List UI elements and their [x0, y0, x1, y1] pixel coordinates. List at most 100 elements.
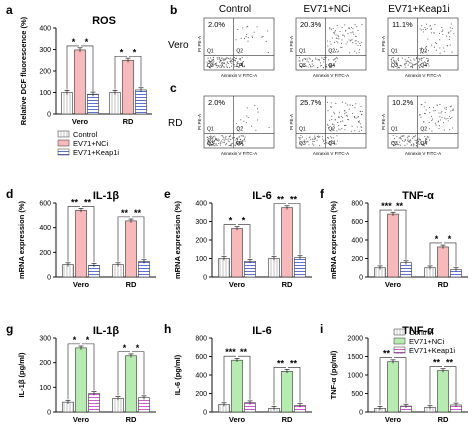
flow-event-dot: [322, 58, 325, 60]
flow-event-dot: [319, 62, 321, 64]
flow-event-dot: [247, 37, 249, 39]
flow-event-dot: [308, 144, 310, 146]
flow-event-dot: [312, 140, 314, 142]
flow-event-dot: [311, 65, 313, 68]
flow-event-dot: [425, 109, 427, 111]
flow-event-dot: [427, 57, 429, 59]
flow-event-dot: [227, 140, 229, 142]
significance-bracket: [82, 343, 95, 391]
flow-event-dot: [267, 52, 269, 54]
significance-bracket: [273, 203, 286, 256]
flow-event-dot: [450, 105, 452, 107]
flow-event-dot: [303, 65, 305, 68]
flow-event-dot: [440, 112, 442, 114]
flow-row-label: RD: [168, 118, 182, 129]
flow-event-dot: [214, 139, 217, 141]
x-category-label: RD: [126, 415, 137, 424]
significance-bracket: [444, 366, 457, 402]
y-tick-label: 600: [39, 201, 51, 208]
significance-bracket: [129, 55, 142, 87]
flow-event-dot: [418, 61, 420, 63]
flow-event-dot: [354, 117, 356, 119]
significance-mark: **: [277, 195, 285, 205]
flow-event-dot: [438, 112, 440, 114]
flow-event-dot: [356, 126, 358, 128]
flow-event-dot: [325, 64, 327, 66]
flow-event-dot: [214, 145, 216, 147]
x-category-label: Vero: [385, 415, 402, 424]
flow-event-dot: [239, 58, 241, 60]
flow-event-dot: [240, 135, 242, 137]
flow-event-dot: [416, 145, 418, 147]
flow-event-dot: [361, 126, 363, 128]
flow-event-dot: [236, 144, 238, 146]
flow-event-dot: [239, 142, 241, 144]
flow-event-dot: [324, 138, 326, 140]
flow-event-dot: [211, 137, 213, 139]
flow-event-dot: [444, 111, 446, 113]
flow-event-dot: [390, 60, 392, 62]
flow-event-dot: [420, 29, 422, 31]
flow-event-dot: [360, 123, 362, 125]
flow-event-dot: [298, 60, 300, 62]
significance-mark: **: [290, 195, 298, 205]
flow-event-dot: [331, 115, 333, 117]
flow-event-dot: [399, 67, 401, 69]
flow-event-dot: [334, 31, 336, 33]
flow-event-dot: [319, 65, 322, 67]
flow-event-dot: [419, 64, 422, 66]
flow-event-dot: [354, 130, 356, 132]
flow-event-dot: [444, 107, 446, 109]
flow-percent-label: 2.0%: [208, 98, 225, 107]
flow-event-dot: [415, 142, 418, 144]
flow-event-dot: [412, 67, 414, 69]
flow-event-dot: [431, 130, 433, 132]
flow-event-dot: [226, 66, 228, 68]
flow-event-dot: [430, 29, 432, 31]
flow-event-dot: [343, 35, 346, 37]
flow-event-dot: [229, 58, 231, 60]
y-tick-label: 400: [351, 238, 363, 245]
flow-event-dot: [447, 32, 450, 34]
flow-event-dot: [417, 140, 419, 142]
flow-event-dot: [237, 129, 239, 131]
flow-event-dot: [333, 32, 335, 34]
y-tick-label: 400: [39, 26, 51, 33]
flow-event-dot: [229, 67, 231, 69]
flow-event-dot: [247, 25, 249, 27]
flow-event-dot: [229, 135, 231, 137]
flow-event-dot: [414, 135, 416, 137]
flow-event-dot: [318, 58, 320, 60]
flow-event-dot: [329, 27, 331, 29]
flow-event-dot: [346, 115, 348, 117]
flow-event-dot: [329, 141, 331, 143]
flow-event-dot: [341, 101, 343, 103]
flow-event-dot: [404, 138, 406, 140]
y-axis-label: Relative DCF fluorescence (%): [19, 16, 28, 125]
flow-event-dot: [313, 144, 315, 146]
flow-event-dot: [445, 35, 447, 37]
flow-event-dot: [354, 40, 356, 42]
quadrant-label: Q1: [207, 126, 214, 132]
flow-event-dot: [335, 102, 337, 104]
x-category-label: Vero: [72, 117, 89, 126]
flow-event-dot: [408, 141, 410, 143]
flow-event-dot: [223, 140, 225, 142]
flow-event-dot: [332, 128, 334, 130]
significance-mark: *: [435, 234, 439, 244]
legend-swatch: [57, 130, 70, 138]
flow-event-dot: [434, 122, 436, 124]
flow-event-dot: [393, 138, 395, 140]
flow-event-dot: [329, 143, 331, 145]
quadrant-label: Q4: [236, 141, 243, 147]
flow-event-dot: [236, 138, 238, 140]
flow-event-dot: [325, 57, 327, 59]
flow-event-dot: [336, 56, 338, 59]
significance-bracket: [67, 343, 80, 400]
flow-event-dot: [261, 36, 263, 38]
flow-event-dot: [330, 102, 332, 104]
flow-event-dot: [419, 59, 421, 61]
flow-event-dot: [223, 62, 225, 64]
panel-letter-h: h: [164, 322, 171, 336]
flow-event-dot: [414, 136, 416, 138]
